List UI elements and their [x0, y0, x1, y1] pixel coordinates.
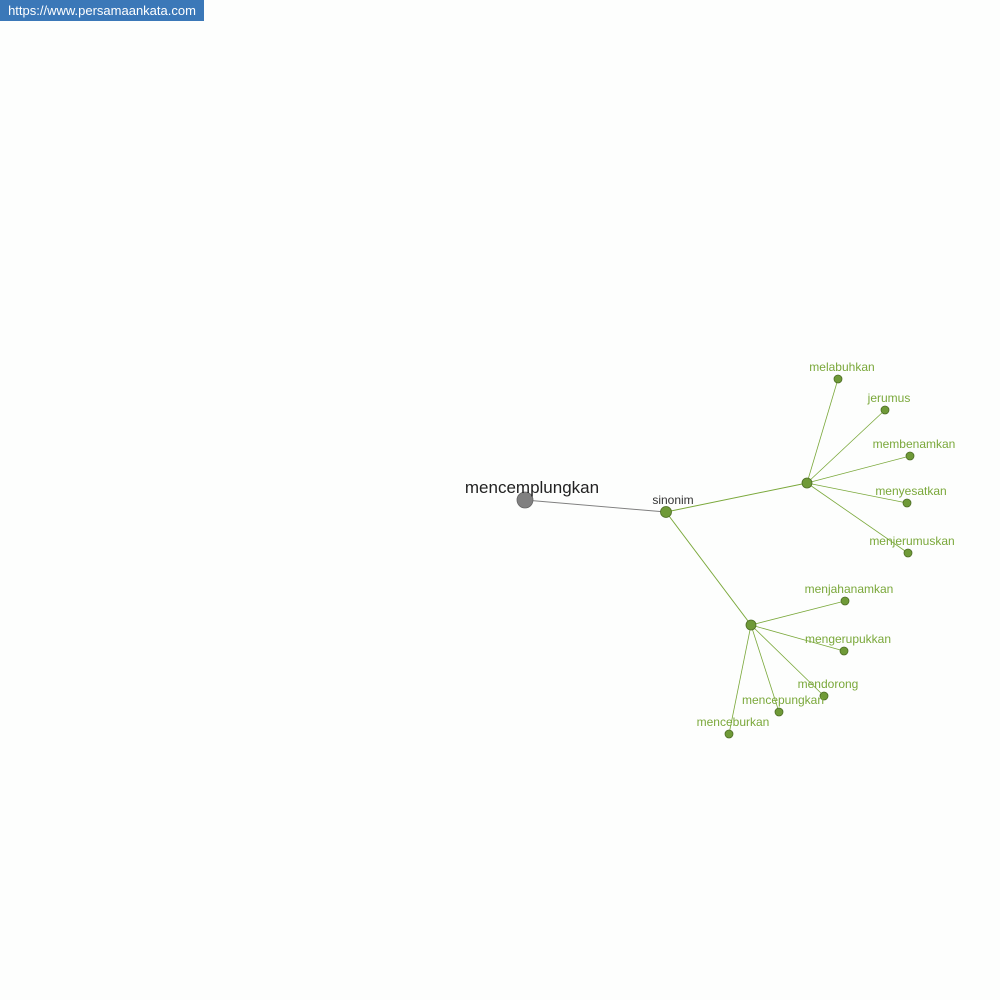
word-label[interactable]: jerumus — [867, 391, 911, 405]
root-label[interactable]: mencemplungkan — [465, 478, 599, 497]
edge-root-relation — [524, 499, 667, 513]
word-node[interactable] — [902, 498, 912, 508]
word-label[interactable]: mengerupukkan — [805, 632, 891, 646]
word-label[interactable]: menceburkan — [697, 715, 770, 729]
word-node[interactable] — [903, 548, 913, 558]
word-label[interactable]: melabuhkan — [809, 360, 874, 374]
site-url-badge[interactable]: https://www.persamaankata.com — [0, 0, 204, 21]
edge-group-word — [750, 624, 845, 652]
relation-node[interactable] — [660, 506, 672, 518]
edge-group-word — [806, 378, 839, 484]
edge-group-word — [728, 624, 752, 735]
word-label[interactable]: menjahanamkan — [805, 582, 894, 596]
group-node[interactable] — [745, 619, 757, 631]
edge-group-word — [806, 482, 909, 554]
word-label[interactable]: membenamkan — [873, 437, 956, 451]
relation-label[interactable]: sinonim — [652, 493, 693, 507]
word-label[interactable]: menjerumuskan — [869, 534, 954, 548]
edge-group-word — [750, 600, 846, 626]
word-node[interactable] — [819, 691, 829, 701]
word-label[interactable]: menyesatkan — [875, 484, 946, 498]
word-node[interactable] — [839, 646, 849, 656]
word-label[interactable]: mencepungkan — [742, 693, 824, 707]
word-node[interactable] — [880, 405, 890, 415]
word-node[interactable] — [724, 729, 734, 739]
word-node[interactable] — [840, 596, 850, 606]
edge-group-word — [806, 455, 911, 484]
edge-group-word — [806, 482, 908, 504]
edge-relation-group — [665, 482, 808, 513]
word-node[interactable] — [905, 451, 915, 461]
edge-group-word — [750, 624, 780, 713]
word-node[interactable] — [774, 707, 784, 717]
root-node[interactable] — [516, 491, 534, 509]
edge-group-word — [806, 409, 886, 484]
group-node[interactable] — [801, 477, 813, 489]
edge-group-word — [750, 624, 825, 697]
word-node[interactable] — [833, 374, 843, 384]
edge-relation-group — [665, 511, 752, 626]
word-label[interactable]: mendorong — [798, 677, 859, 691]
